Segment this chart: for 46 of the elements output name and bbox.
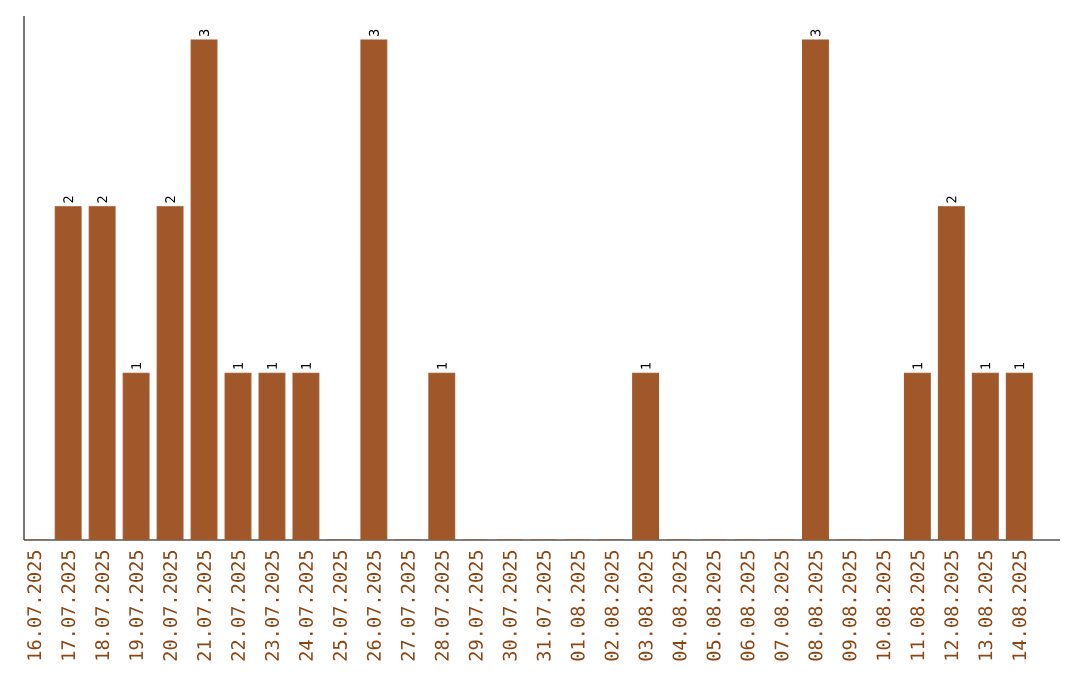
bar: [122, 372, 150, 540]
x-tick-label: 30.07.2025: [502, 550, 517, 661]
x-tick-label: 25.07.2025: [332, 550, 347, 661]
x-tick-label: 07.08.2025: [774, 550, 789, 661]
x-tick-label: 01.08.2025: [570, 550, 585, 661]
x-tick-label: 18.07.2025: [95, 550, 110, 660]
bar: [292, 372, 320, 540]
bar: [224, 372, 252, 540]
bar: [258, 372, 286, 540]
x-tick-label: 20.07.2025: [163, 550, 178, 661]
x-tick-label: 23.07.2025: [264, 550, 280, 661]
x-tick-label: 26.07.2025: [366, 550, 381, 661]
x-tick-label: 28.07.2025: [434, 550, 449, 661]
x-tick-label: 12.08.2025: [944, 550, 959, 660]
bar: [971, 372, 999, 540]
x-tick-label: 04.08.2025: [672, 550, 687, 661]
bar: [88, 206, 116, 540]
x-tick-label: 31.07.2025: [536, 550, 551, 661]
bar: [360, 39, 388, 540]
x-tick-label: 14.08.2025: [1012, 550, 1027, 660]
x-tick-label: 05.08.2025: [706, 550, 721, 661]
x-tick-label: 13.08.2025: [978, 550, 993, 660]
x-tick-label: 11.08.2025: [910, 550, 925, 660]
bar: [156, 206, 184, 540]
x-tick-label: 09.08.2025: [842, 550, 857, 661]
x-tick-label: 16.07.2025: [27, 550, 42, 660]
bar: [190, 39, 218, 540]
x-tick-label: 27.07.2025: [400, 550, 415, 661]
x-tick-label: 22.07.2025: [230, 550, 246, 661]
x-tick-label: 17.07.2025: [61, 550, 76, 660]
x-tick-label: 03.08.2025: [638, 550, 653, 661]
x-tick-label: 08.08.2025: [808, 550, 823, 661]
bar: [1005, 372, 1033, 540]
x-tick-label: 24.07.2025: [298, 550, 313, 661]
bar: [632, 372, 660, 540]
x-tick-label: 02.08.2025: [604, 550, 619, 661]
bar: [903, 372, 931, 540]
x-tick-label: 10.08.2025: [876, 550, 891, 660]
bar: [54, 206, 82, 540]
x-tick-label: 21.07.2025: [196, 550, 212, 661]
bar: [428, 372, 456, 540]
x-tick-label: 29.07.2025: [468, 550, 483, 661]
x-tick-label: 06.08.2025: [740, 550, 755, 661]
bar: [801, 39, 829, 540]
bar: [937, 206, 965, 540]
x-tick-label: 19.07.2025: [129, 550, 144, 660]
